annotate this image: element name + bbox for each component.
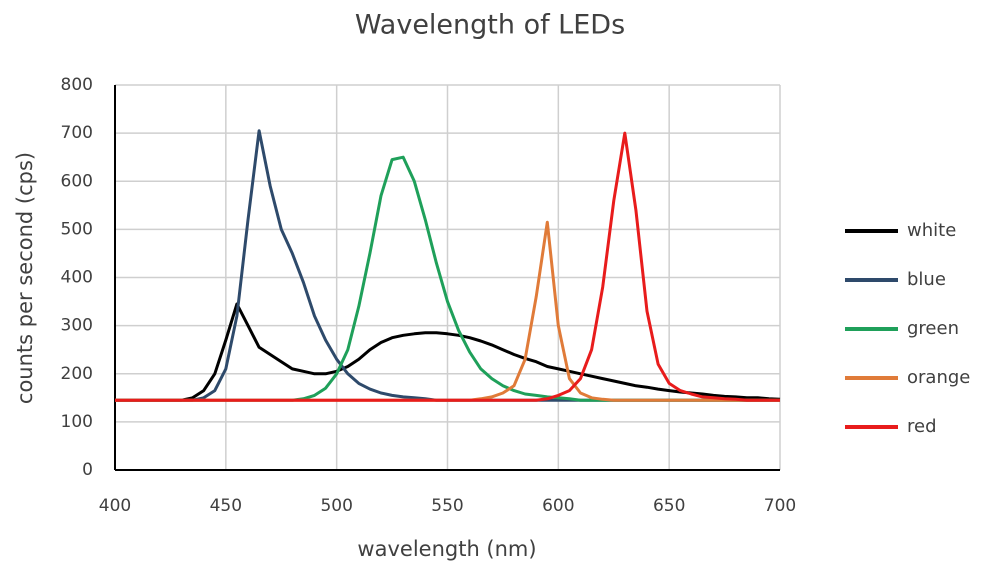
legend-label: red <box>907 416 937 437</box>
y-tick-label: 200 <box>61 364 93 384</box>
y-tick-label: 500 <box>61 219 93 239</box>
y-tick-label: 300 <box>61 316 93 336</box>
x-tick-label: 550 <box>431 496 463 516</box>
x-tick-label: 700 <box>764 496 796 516</box>
y-tick-label: 600 <box>61 171 93 191</box>
chart-title: Wavelength of LEDs <box>355 10 625 41</box>
y-axis-label: counts per second (cps) <box>13 152 37 404</box>
series-line <box>115 131 780 402</box>
legend-label: orange <box>907 367 970 388</box>
y-tick-label: 100 <box>61 412 93 432</box>
y-tick-label: 800 <box>61 75 93 95</box>
legend-label: blue <box>907 269 946 290</box>
series-line <box>115 302 781 402</box>
x-tick-label: 450 <box>210 496 242 516</box>
y-tick-label: 700 <box>61 123 93 143</box>
legend-label: white <box>907 220 956 241</box>
x-tick-label: 650 <box>653 496 685 516</box>
x-axis-label: wavelength (nm) <box>357 537 536 561</box>
y-tick-label: 0 <box>82 460 93 480</box>
legend-label: green <box>907 318 959 339</box>
x-tick-label: 600 <box>542 496 574 516</box>
x-tick-label: 400 <box>99 496 131 516</box>
x-tick-label: 500 <box>320 496 352 516</box>
y-tick-label: 400 <box>61 268 93 288</box>
